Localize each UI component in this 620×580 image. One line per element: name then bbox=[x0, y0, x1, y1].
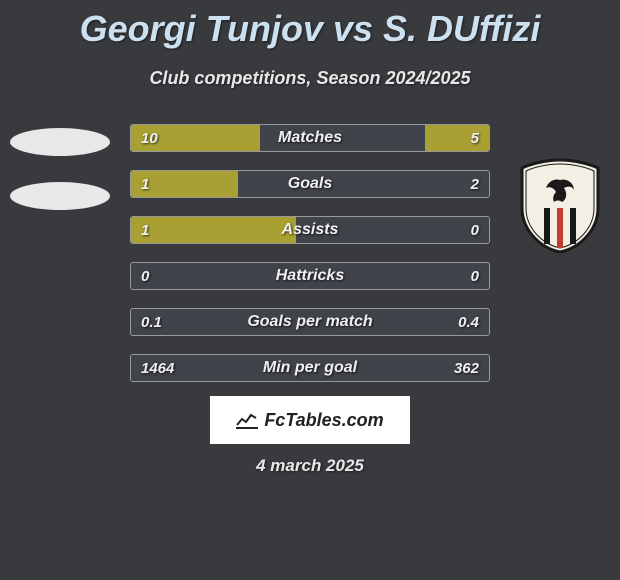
stat-label: Goals per match bbox=[131, 309, 489, 335]
comparison-date: 4 march 2025 bbox=[0, 456, 620, 476]
ellipse-shape bbox=[10, 128, 110, 156]
stat-label: Hattricks bbox=[131, 263, 489, 289]
stat-row: 105Matches bbox=[130, 124, 490, 152]
stat-row: 10Assists bbox=[130, 216, 490, 244]
stat-row: 00Hattricks bbox=[130, 262, 490, 290]
chart-icon bbox=[236, 411, 258, 429]
stats-bars: 105Matches 12Goals 10Assists 00Hattricks 0.1… bbox=[130, 124, 490, 400]
club-shield-icon bbox=[518, 158, 602, 254]
player-right-logo bbox=[505, 150, 615, 260]
comparison-title: Georgi Tunjov vs S. DUffizi bbox=[0, 0, 620, 50]
stat-row: 0.10.4Goals per match bbox=[130, 308, 490, 336]
stat-label: Assists bbox=[131, 217, 489, 243]
watermark-badge: FcTables.com bbox=[210, 396, 410, 444]
stat-label: Goals bbox=[131, 171, 489, 197]
stat-row: 12Goals bbox=[130, 170, 490, 198]
stat-row: 1464362Min per goal bbox=[130, 354, 490, 382]
stat-label: Matches bbox=[131, 125, 489, 151]
watermark-text: FcTables.com bbox=[264, 410, 383, 431]
player-left-logo bbox=[5, 110, 115, 220]
ellipse-shape bbox=[10, 182, 110, 210]
stat-label: Min per goal bbox=[131, 355, 489, 381]
comparison-subtitle: Club competitions, Season 2024/2025 bbox=[0, 68, 620, 89]
